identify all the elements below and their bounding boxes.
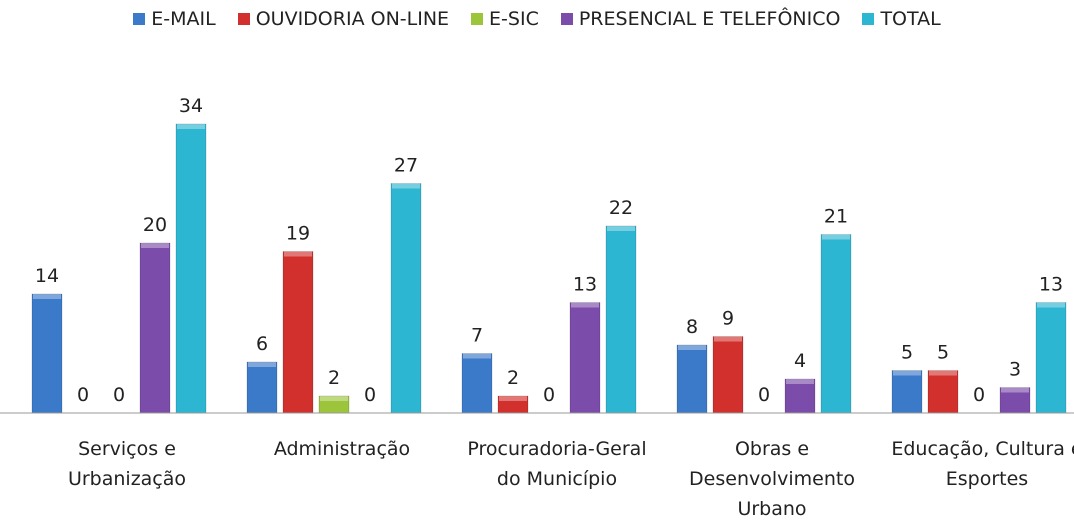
bar-highlight [141, 243, 169, 248]
legend-label: E-SIC [489, 8, 539, 30]
legend-item: E-SIC [471, 8, 539, 30]
data-label: 0 [364, 384, 376, 406]
bar-highlight [571, 302, 599, 308]
bar [175, 123, 207, 414]
data-label: 20 [143, 214, 167, 236]
data-label: 13 [1039, 274, 1063, 296]
legend-item: OUVIDORIA ON-LINE [237, 8, 450, 30]
bar-highlight [786, 379, 814, 384]
x-tick-label: Serviços e Urbanização [67, 438, 187, 490]
legend-label: OUVIDORIA ON-LINE [255, 8, 450, 30]
legend-swatch [560, 13, 573, 25]
x-tick-label: Obras e Desenvolvimento Urbano [689, 438, 855, 520]
bar [282, 251, 314, 414]
bar-highlight [607, 226, 635, 231]
legend-item: PRESENCIAL E TELEFÔNICO [560, 8, 841, 30]
bar-highlight [1001, 387, 1029, 393]
bar [1035, 302, 1067, 414]
bar-highlight [678, 345, 706, 350]
bar-highlight [822, 234, 850, 240]
legend-swatch [862, 13, 875, 25]
bar [927, 370, 959, 414]
data-label: 27 [394, 155, 418, 177]
bar-highlight [33, 294, 61, 299]
data-label: 14 [35, 265, 59, 287]
bar-highlight [392, 183, 420, 189]
legend-swatch [133, 13, 146, 25]
bar-highlight [320, 396, 348, 401]
bar [390, 183, 422, 414]
bar-highlight [177, 124, 205, 129]
bar-highlight [893, 370, 921, 376]
bar [676, 344, 708, 414]
bar [820, 234, 852, 414]
data-label: 2 [328, 367, 340, 389]
legend: E-MAIL OUVIDORIA ON-LINE E-SIC PRESENCIAL E… [0, 8, 1074, 30]
data-label: 0 [77, 384, 89, 406]
bar-highlight [284, 251, 312, 257]
legend-item: E-MAIL [133, 8, 216, 30]
data-label: 6 [256, 333, 268, 355]
data-label: 21 [824, 206, 848, 228]
legend-swatch [237, 13, 250, 25]
legend-label: TOTAL [880, 8, 941, 30]
x-tick-label: Administração [273, 438, 411, 460]
legend-label: E-MAIL [151, 8, 216, 30]
bar [605, 225, 637, 414]
bar-highlight [248, 362, 276, 367]
x-tick-label: Procuradoria-Geral do Município [467, 438, 647, 490]
data-label: 0 [113, 384, 125, 406]
data-label: 7 [471, 325, 483, 347]
bar [891, 370, 923, 414]
data-label: 3 [1009, 359, 1021, 381]
data-label: 9 [722, 308, 734, 330]
data-label: 19 [286, 223, 310, 245]
bar [784, 378, 816, 414]
data-label: 4 [794, 350, 806, 372]
legend-item: TOTAL [862, 8, 941, 30]
data-label: 8 [686, 316, 698, 338]
bar [712, 336, 744, 414]
bar [31, 293, 63, 414]
x-tick-label: Educação, Cultura e Esportes [891, 438, 1074, 490]
bar-highlight [929, 370, 957, 376]
data-label: 34 [179, 95, 203, 117]
bar [569, 302, 601, 414]
data-label: 0 [973, 384, 985, 406]
bar [999, 387, 1031, 414]
legend-label: PRESENCIAL E TELEFÔNICO [578, 8, 841, 30]
legend-swatch [471, 13, 484, 25]
bar [139, 242, 171, 414]
data-label: 22 [609, 197, 633, 219]
data-label: 13 [573, 274, 597, 296]
bar [246, 361, 278, 414]
bar [461, 353, 493, 414]
data-label: 0 [758, 384, 770, 406]
data-label: 5 [901, 342, 913, 364]
bar-highlight [1037, 302, 1065, 308]
data-label: 0 [543, 384, 555, 406]
bar-highlight [499, 396, 527, 401]
data-label: 2 [507, 367, 519, 389]
bar-highlight [714, 336, 742, 342]
data-label: 5 [937, 342, 949, 364]
bar-highlight [463, 353, 491, 359]
